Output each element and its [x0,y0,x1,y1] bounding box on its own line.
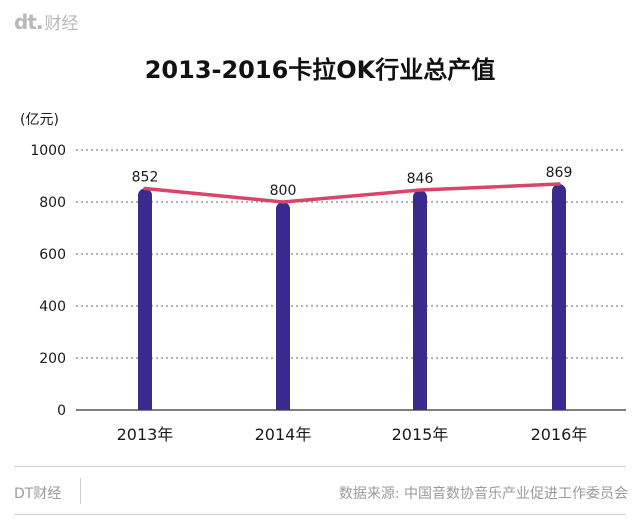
brand-logo-mark: dt. [14,10,44,34]
trend-line [143,182,561,204]
data-label: 869 [546,165,573,181]
data-label: 800 [270,183,297,199]
footer-top-rule [14,466,626,467]
y-tick-label: 0 [57,403,66,419]
bar-base [276,402,290,410]
y-axis-ticks: 0 200 400 600 800 1000 [30,143,66,419]
grid-lines [76,149,626,411]
trend-line-series [143,182,561,204]
bar-chart: (亿元) 0 200 400 600 800 1000 852 800 846 869 2013… [20,112,626,444]
bar-base [138,402,152,410]
x-tick-label: 2014年 [255,425,312,444]
brand-logo: dt. 财经 [14,9,78,34]
y-tick-label: 800 [39,195,66,211]
data-label: 846 [407,171,434,187]
x-tick-label: 2015年 [392,425,449,444]
bar [138,188,152,410]
y-tick-label: 200 [39,351,66,367]
bar [552,184,566,410]
bar-base [413,402,427,410]
bars [138,184,566,410]
y-axis-unit-label: (亿元) [20,112,59,128]
y-tick-label: 600 [39,247,66,263]
y-tick-label: 1000 [30,143,66,159]
footer-bottom-rule [14,514,626,515]
data-label: 852 [132,169,159,185]
chart-title: 2013-2016卡拉OK行业总产值 [144,56,496,84]
bar-base [552,402,566,410]
x-axis-ticks: 2013年 2014年 2015年 2016年 [117,425,588,444]
bar [413,190,427,410]
x-tick-label: 2013年 [117,425,174,444]
data-source-note: 数据来源: 中国音数协音乐产业促进工作委员会 [338,486,628,502]
footer-divider [80,478,81,504]
data-labels: 852 800 846 869 [132,165,573,199]
x-tick-label: 2016年 [531,425,588,444]
y-tick-label: 400 [39,299,66,315]
bar [276,202,290,410]
brand-logo-name: 财经 [44,14,79,34]
footer-brand: DT财经 [14,486,62,502]
